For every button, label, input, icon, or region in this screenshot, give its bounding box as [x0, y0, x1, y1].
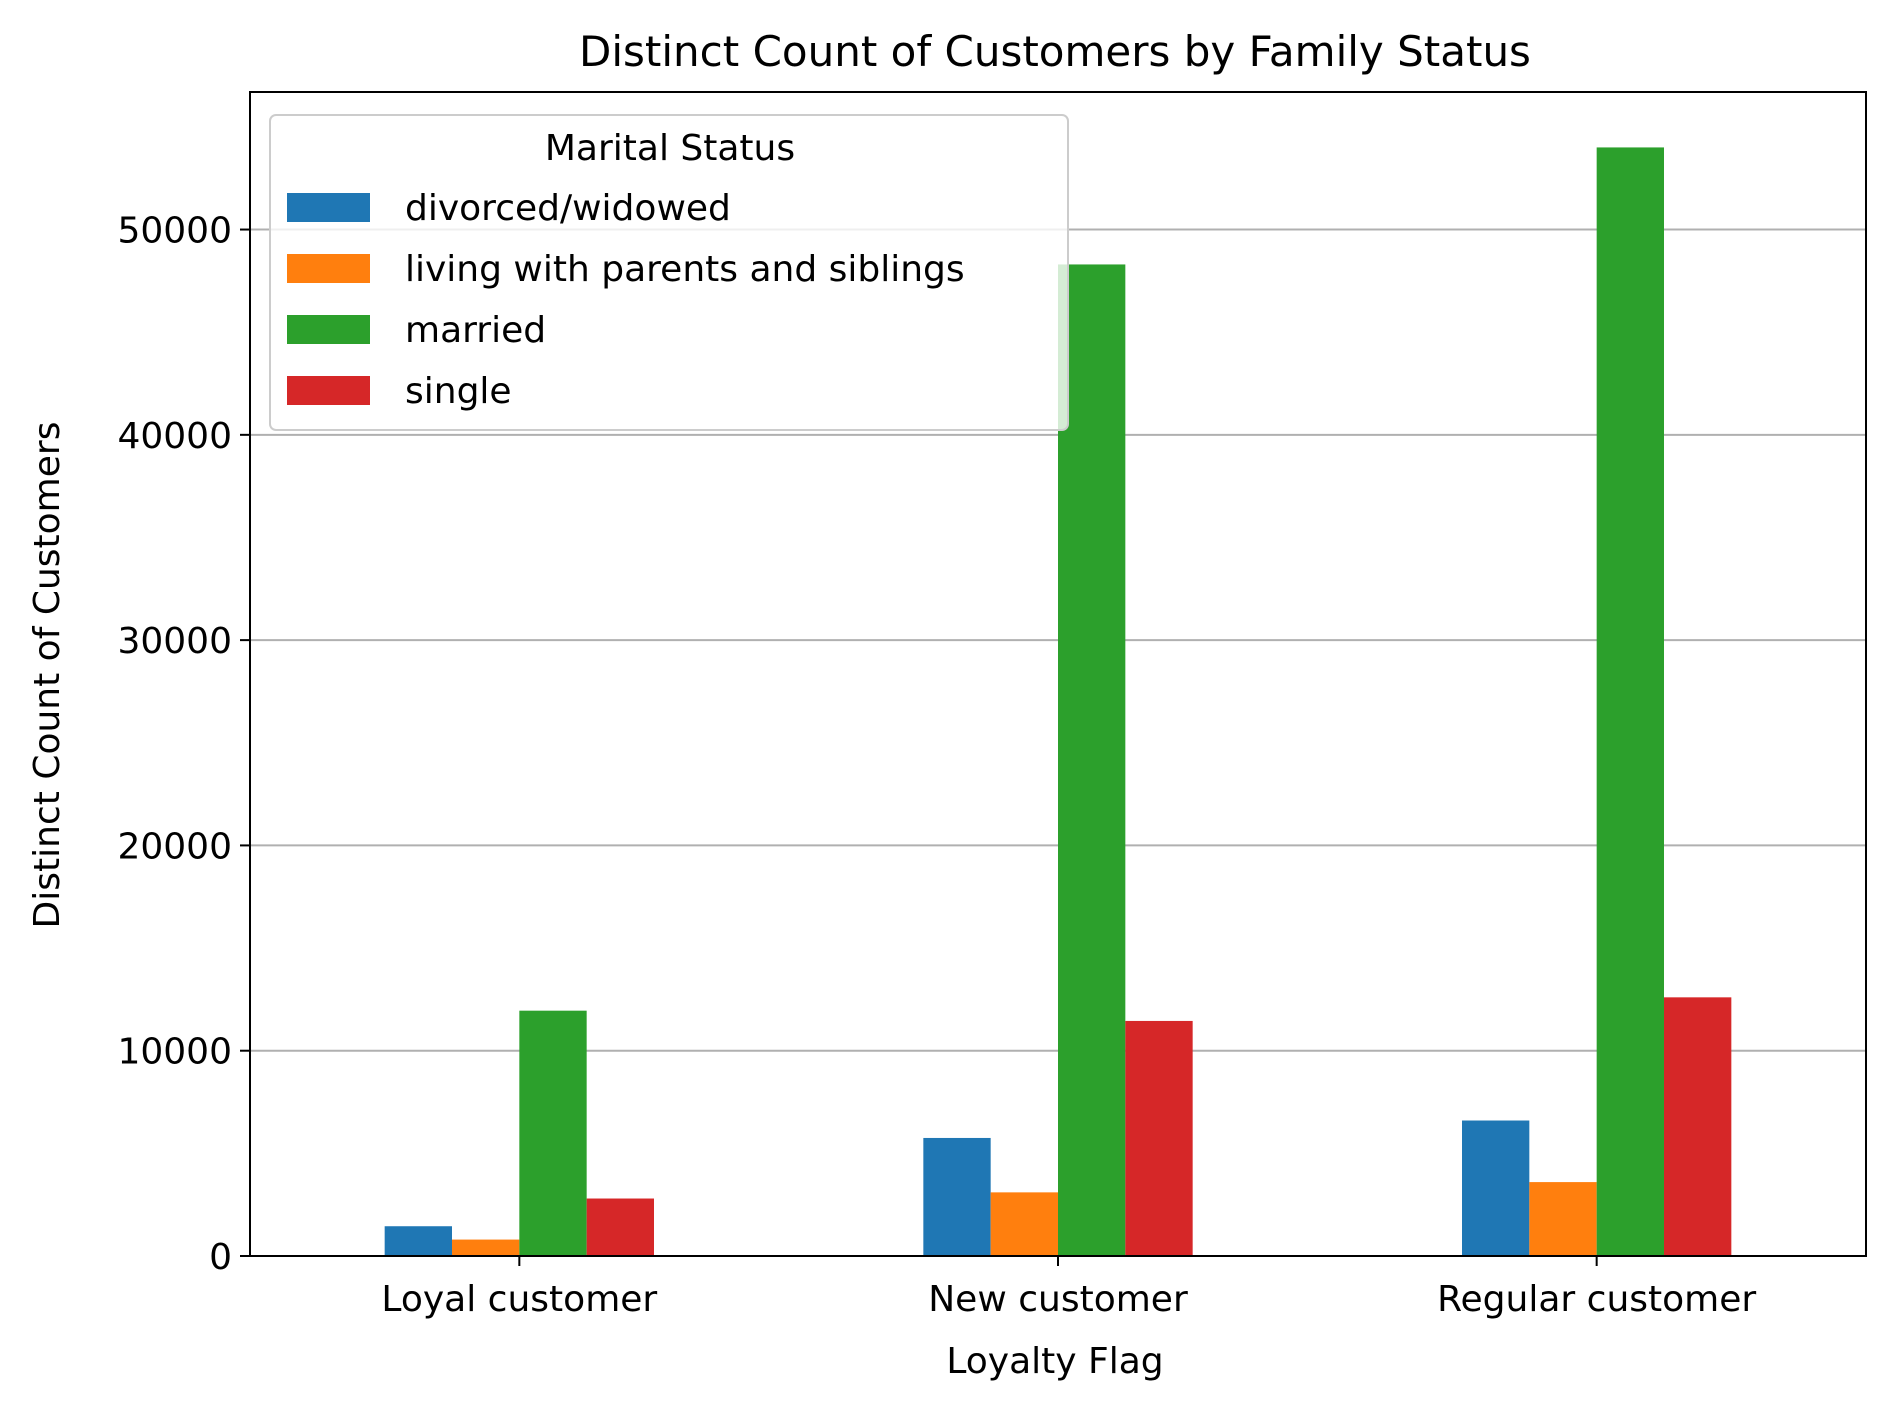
bar-new-customer-single [1125, 1020, 1193, 1256]
legend-swatch [287, 315, 370, 344]
bar-regular-customer-divorced-widowed [1462, 1120, 1530, 1256]
bar-regular-customer-single [1664, 997, 1732, 1256]
y-tick-label: 20000 [117, 826, 232, 867]
legend-swatch [287, 193, 370, 222]
x-tick-label: Loyal customer [381, 1279, 657, 1320]
y-tick-label: 50000 [117, 211, 232, 252]
y-tick-label: 30000 [117, 621, 232, 662]
bar-loyal-customer-married [519, 1010, 587, 1256]
x-axis-label: Loyalty Flag [946, 1341, 1163, 1382]
bar-loyal-customer-divorced-widowed [384, 1226, 452, 1256]
bar-new-customer-divorced-widowed [923, 1137, 991, 1256]
x-tick-label: New customer [928, 1279, 1188, 1320]
legend: Marital Status divorced/widowed living wi… [269, 114, 1069, 431]
legend-swatch [287, 376, 370, 405]
legend-label: living with parents and siblings [405, 249, 965, 290]
x-axis: Loyal customer New customer Regular custom… [381, 1256, 1756, 1320]
bar-regular-customer-living-with-parents-and-siblings [1529, 1182, 1597, 1256]
bar-new-customer-married [1058, 264, 1126, 1256]
legend-swatch [287, 254, 370, 283]
x-tick-label: Regular customer [1437, 1279, 1756, 1320]
chart-title: Distinct Count of Customers by Family St… [579, 27, 1531, 76]
bar-new-customer-living-with-parents-and-siblings [990, 1192, 1058, 1256]
legend-title: Marital Status [545, 128, 795, 169]
y-tick-label: 0 [209, 1237, 232, 1278]
legend-label: divorced/widowed [405, 188, 731, 229]
bar-regular-customer-married [1596, 147, 1664, 1256]
legend-label: married [405, 310, 546, 351]
bar-loyal-customer-single [586, 1198, 654, 1256]
y-axis: 0 10000 20000 30000 40000 50000 [117, 211, 250, 1278]
y-tick-label: 40000 [117, 416, 232, 457]
legend-items: divorced/widowed living with parents and … [287, 188, 965, 412]
bar-loyal-customer-living-with-parents-and-siblings [452, 1239, 520, 1256]
legend-label: single [405, 371, 512, 412]
bars [384, 147, 1732, 1256]
legend-frame [269, 114, 1069, 431]
y-axis-label: Distinct Count of Customers [27, 422, 68, 929]
y-tick-label: 10000 [117, 1032, 232, 1073]
